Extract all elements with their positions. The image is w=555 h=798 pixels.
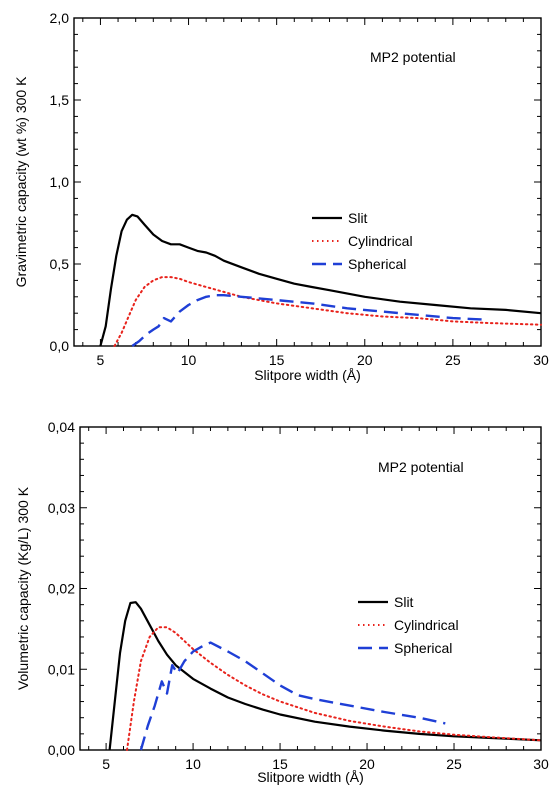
- series-line-spherical: [139, 641, 446, 751]
- y-tick-label: 0,5: [50, 256, 70, 272]
- x-tick-label: 25: [445, 352, 461, 368]
- x-tick-label: 10: [181, 352, 197, 368]
- volumetric-chart: Slitpore width (Å) Volumetric capacity (…: [15, 419, 549, 785]
- y-tick-label: 0,01: [48, 661, 75, 677]
- legend-label-spherical: Spherical: [394, 640, 452, 656]
- x-axis-title: Slitpore width (Å): [257, 769, 364, 785]
- x-tick-label: 15: [272, 756, 288, 772]
- legend: Slit Cylindrical Spherical: [312, 210, 413, 272]
- x-tick-label: 10: [185, 756, 201, 772]
- series-line-slit: [99, 213, 542, 347]
- y-tick-label: 2,0: [50, 10, 70, 26]
- x-tick-label: 30: [533, 756, 549, 772]
- legend-label-cylindrical: Cylindrical: [348, 233, 413, 249]
- x-tick-label: 20: [357, 352, 373, 368]
- gravimetric-chart: Slitpore width (Å) Gravimetric capacity …: [13, 10, 549, 383]
- y-tick-label: 0,00: [48, 742, 75, 758]
- y-tick-label: 0,02: [48, 581, 75, 597]
- y-tick-label: 1,5: [50, 92, 70, 108]
- y-tick-label: 0,03: [48, 500, 75, 516]
- x-tick-label: 25: [446, 756, 462, 772]
- legend-label-slit: Slit: [348, 210, 368, 226]
- y-axis-title: Gravimetric capacity (wt %) 300 K: [13, 76, 29, 287]
- potential-annotation: MP2 potential: [370, 49, 456, 65]
- y-tick-label: 0,0: [50, 338, 70, 354]
- y-axis-title: Volumetric capacity (Kg/L) 300 K: [15, 486, 31, 690]
- x-tick-label: 5: [102, 756, 110, 772]
- x-tick-label: 15: [269, 352, 285, 368]
- series-line-cylindrical: [126, 626, 542, 751]
- series-line-spherical: [131, 294, 489, 347]
- x-tick-label: 5: [97, 352, 105, 368]
- legend-label-spherical: Spherical: [348, 256, 406, 272]
- legend-label-slit: Slit: [394, 594, 414, 610]
- plot-frame: [79, 426, 542, 751]
- series-line-cylindrical: [113, 276, 542, 347]
- series-line-slit: [108, 601, 542, 751]
- y-tick-label: 1,0: [50, 174, 70, 190]
- x-axis-title: Slitpore width (Å): [254, 367, 361, 383]
- potential-annotation: MP2 potential: [378, 459, 464, 475]
- x-tick-label: 30: [533, 352, 549, 368]
- legend-label-cylindrical: Cylindrical: [394, 617, 459, 633]
- legend: Slit Cylindrical Spherical: [358, 594, 459, 656]
- x-tick-label: 20: [359, 756, 375, 772]
- plot-frame: [73, 17, 542, 347]
- y-tick-label: 0,04: [48, 419, 75, 435]
